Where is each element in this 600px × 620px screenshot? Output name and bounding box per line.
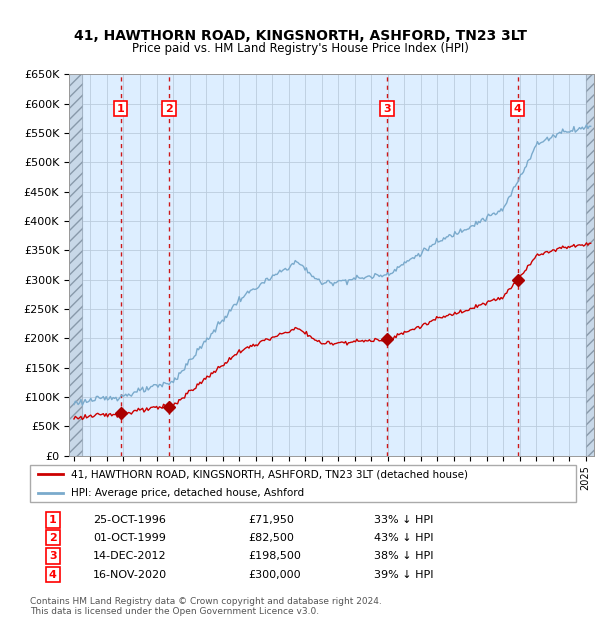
Text: 4: 4: [514, 104, 521, 113]
Text: 3: 3: [383, 104, 391, 113]
Text: 3: 3: [49, 551, 57, 561]
Text: 41, HAWTHORN ROAD, KINGSNORTH, ASHFORD, TN23 3LT: 41, HAWTHORN ROAD, KINGSNORTH, ASHFORD, …: [74, 29, 527, 43]
Text: £198,500: £198,500: [248, 551, 301, 561]
Text: 33% ↓ HPI: 33% ↓ HPI: [374, 515, 433, 525]
Text: £300,000: £300,000: [248, 570, 301, 580]
Text: 16-NOV-2020: 16-NOV-2020: [93, 570, 167, 580]
Text: 1: 1: [49, 515, 57, 525]
Text: 4: 4: [49, 570, 57, 580]
Text: 39% ↓ HPI: 39% ↓ HPI: [374, 570, 433, 580]
Text: HPI: Average price, detached house, Ashford: HPI: Average price, detached house, Ashf…: [71, 488, 304, 498]
Text: Price paid vs. HM Land Registry's House Price Index (HPI): Price paid vs. HM Land Registry's House …: [131, 42, 469, 55]
Text: 2: 2: [165, 104, 173, 113]
Text: 2: 2: [49, 533, 57, 542]
Text: £71,950: £71,950: [248, 515, 294, 525]
Text: Contains HM Land Registry data © Crown copyright and database right 2024.
This d: Contains HM Land Registry data © Crown c…: [30, 596, 382, 616]
Text: 25-OCT-1996: 25-OCT-1996: [93, 515, 166, 525]
FancyBboxPatch shape: [30, 465, 576, 502]
Text: 41, HAWTHORN ROAD, KINGSNORTH, ASHFORD, TN23 3LT (detached house): 41, HAWTHORN ROAD, KINGSNORTH, ASHFORD, …: [71, 469, 468, 479]
Text: 43% ↓ HPI: 43% ↓ HPI: [374, 533, 433, 542]
Text: 1: 1: [116, 104, 124, 113]
Text: 01-OCT-1999: 01-OCT-1999: [93, 533, 166, 542]
Text: 38% ↓ HPI: 38% ↓ HPI: [374, 551, 433, 561]
Text: 14-DEC-2012: 14-DEC-2012: [93, 551, 166, 561]
Text: £82,500: £82,500: [248, 533, 294, 542]
